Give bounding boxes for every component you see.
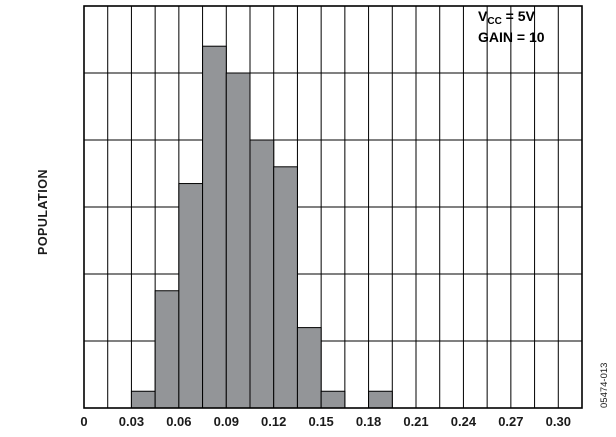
x-tick-label: 0.18: [356, 414, 381, 429]
histogram-bar: [296, 327, 322, 409]
x-tick-label: 0.15: [308, 414, 333, 429]
annotation-vcc-value: = 5V: [502, 8, 536, 24]
x-tick-label: 0.21: [403, 414, 428, 429]
x-tick-label: 0.30: [546, 414, 571, 429]
figure-id: 05474-013: [599, 363, 610, 408]
x-tick-label: 0.24: [451, 414, 477, 429]
histogram-bar: [225, 72, 251, 409]
annotation-vcc-subscript: CC: [487, 16, 501, 27]
y-axis-label: POPULATION: [36, 169, 50, 255]
annotation-vcc: VCC = 5V: [478, 8, 536, 27]
x-tick-label: 0.12: [261, 414, 286, 429]
histogram-bar: [249, 139, 275, 409]
histogram-bar: [130, 390, 156, 409]
x-tick-label: 0.27: [498, 414, 523, 429]
histogram-bar: [320, 390, 346, 409]
histogram-bars: [130, 45, 393, 409]
x-tick-label: 0.06: [166, 414, 191, 429]
annotation-vcc-main: V: [478, 8, 488, 24]
histogram-bar: [202, 45, 227, 409]
plot-frame-border: [83, 5, 583, 409]
x-tick-label: 0.09: [214, 414, 239, 429]
histogram-bar: [368, 390, 393, 409]
histogram-bar: [154, 290, 180, 409]
histogram-bar: [273, 166, 298, 409]
histogram-bar: [178, 183, 204, 409]
x-axis-tick-labels: 0 0.03 0.06 0.09 0.12 0.15 0.18 0.21 0.24 0.27 0.3…: [80, 414, 571, 429]
x-tick-label: 0: [80, 414, 87, 429]
plot-frame: [83, 5, 583, 409]
annotation-gain: GAIN = 10: [478, 29, 545, 45]
x-tick-label: 0.03: [119, 414, 144, 429]
